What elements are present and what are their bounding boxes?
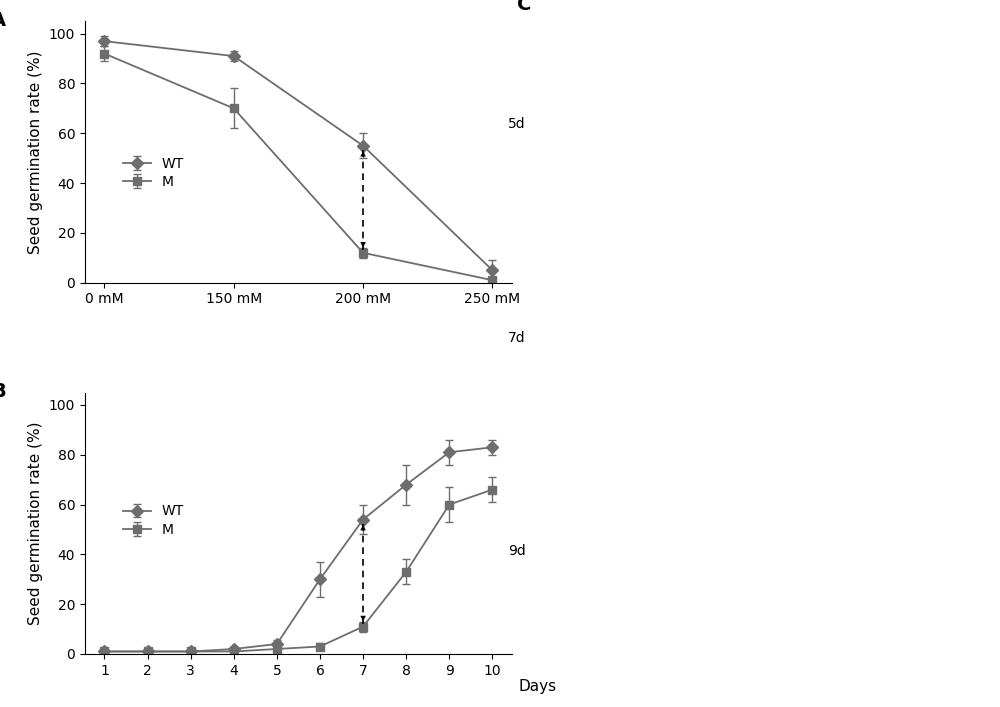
Ellipse shape	[587, 56, 686, 101]
Legend: WT, M: WT, M	[118, 151, 190, 194]
Ellipse shape	[713, 158, 829, 189]
Text: 9d: 9d	[508, 544, 526, 559]
Y-axis label: Seed germination rate (%): Seed germination rate (%)	[28, 50, 43, 254]
Ellipse shape	[856, 471, 954, 508]
Ellipse shape	[578, 158, 695, 189]
Ellipse shape	[578, 371, 695, 402]
Ellipse shape	[583, 575, 690, 610]
Text: 5d: 5d	[508, 117, 526, 131]
Text: M: M	[559, 596, 569, 609]
Text: WT: WT	[559, 274, 578, 286]
Ellipse shape	[713, 371, 829, 402]
Text: M: M	[559, 169, 569, 182]
Ellipse shape	[856, 56, 955, 101]
Ellipse shape	[587, 266, 686, 307]
Legend: WT, M: WT, M	[118, 499, 190, 542]
Ellipse shape	[722, 471, 820, 508]
Ellipse shape	[847, 158, 963, 189]
Ellipse shape	[717, 575, 824, 610]
Ellipse shape	[587, 471, 686, 508]
Y-axis label: Seed germination rate (%): Seed germination rate (%)	[28, 421, 43, 625]
Ellipse shape	[852, 575, 959, 610]
Text: Days: Days	[519, 679, 557, 694]
Text: M: M	[559, 382, 569, 395]
Text: A: A	[0, 11, 6, 30]
Text: B: B	[0, 382, 6, 401]
Text: WT: WT	[559, 487, 578, 501]
Ellipse shape	[856, 266, 955, 307]
Text: 7d: 7d	[508, 331, 526, 344]
Ellipse shape	[722, 56, 820, 101]
Ellipse shape	[847, 371, 963, 402]
Ellipse shape	[722, 266, 820, 307]
Text: WT: WT	[559, 60, 578, 73]
Text: C: C	[517, 0, 531, 14]
